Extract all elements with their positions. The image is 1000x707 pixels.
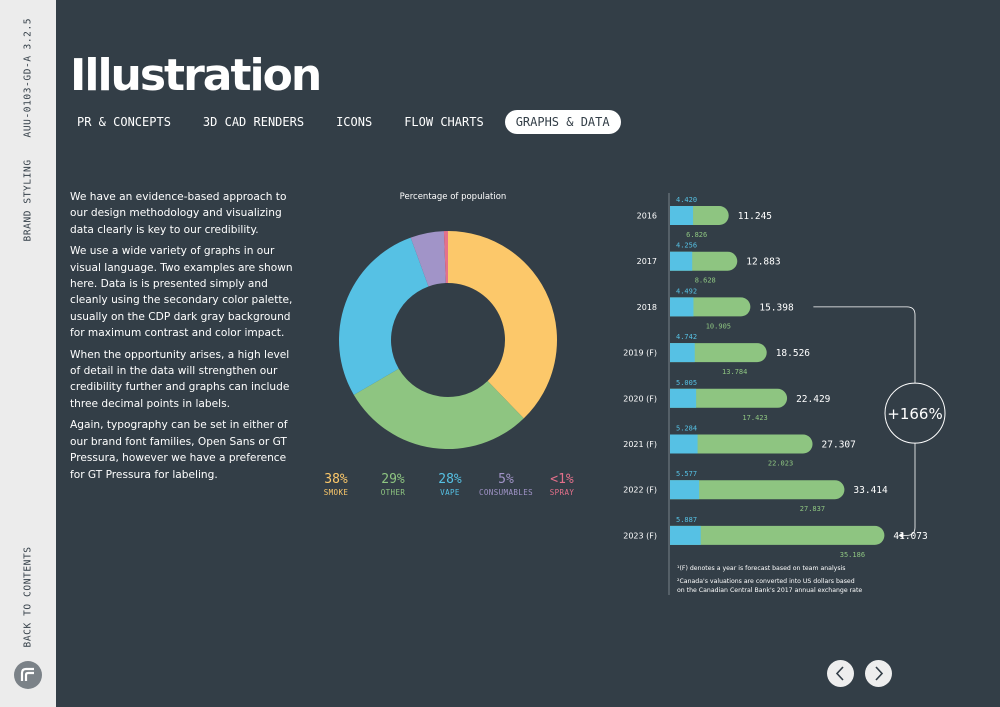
body-copy: We have an evidence-based approach to ou… xyxy=(70,189,302,488)
legend-value: <1% xyxy=(550,472,574,487)
donut-slice-spray xyxy=(443,231,448,284)
tab-flow-charts[interactable]: FLOW CHARTS xyxy=(404,115,484,129)
tab-icons[interactable]: ICONS xyxy=(336,115,373,129)
version-number: 3.2.5 xyxy=(22,17,34,50)
category-label: 2017 xyxy=(637,257,657,266)
bar-segment-blue xyxy=(670,251,693,271)
bar-label-blue: 4.742 xyxy=(676,333,697,341)
tab-graphs-data[interactable]: GRAPHS & DATA xyxy=(504,110,621,134)
section-label: BRAND STYLING xyxy=(22,159,34,242)
legend-item-spray: <1% SPRAY xyxy=(544,472,580,497)
legend-label: OTHER xyxy=(380,488,406,497)
bar-label-green: 10.905 xyxy=(706,322,731,330)
bar-total-label: 22.429 xyxy=(796,394,831,405)
back-to-contents-link[interactable]: BACK TO CONTENTS xyxy=(22,546,34,648)
bar-segment-blue xyxy=(670,525,701,545)
footnote: ²Canada's valuations are converted into … xyxy=(677,577,855,585)
paragraph: When the opportunity arises, a high leve… xyxy=(70,348,290,410)
bar-segment-green xyxy=(670,480,845,500)
category-label: 2019 (F) xyxy=(623,349,657,358)
chart-notes: ¹(F) denotes a year is forecast based on… xyxy=(677,564,862,596)
bar-total-label: 41.073 xyxy=(893,531,927,542)
bar-segment-blue xyxy=(670,297,694,317)
bar-segment-blue xyxy=(670,206,694,225)
bar-total-label: 33.414 xyxy=(853,485,888,496)
legend-item-other: 29% OTHER xyxy=(374,472,412,497)
category-label: 2020 (F) xyxy=(623,394,657,403)
legend-value: 28% xyxy=(438,472,462,487)
bar-segment-blue xyxy=(670,388,697,408)
bar-total-label: 11.245 xyxy=(738,211,772,222)
left-rail: 3.2.5 AUU-0103-GD-A BRAND STYLING BACK T… xyxy=(0,0,56,707)
donut-slice-vape xyxy=(339,237,429,395)
donut-chart xyxy=(339,231,557,449)
previous-page-button[interactable] xyxy=(827,660,854,687)
bar-segment-green xyxy=(670,388,788,408)
category-label: 2023 (F) xyxy=(623,531,657,540)
bar-label-green: 17.423 xyxy=(742,414,767,422)
bar-label-blue: 5.577 xyxy=(676,470,697,478)
bar-segment-blue xyxy=(670,434,698,454)
category-label: 2018 xyxy=(637,303,657,312)
donut-slice-other xyxy=(353,368,524,449)
paragraph: We use a wide variety of graphs in our v… xyxy=(70,245,293,340)
bar-total-label: 18.526 xyxy=(776,348,811,359)
bar-label-green: 13.784 xyxy=(722,368,747,376)
page-title: Illustration xyxy=(70,50,322,101)
bar-label-green: 35.186 xyxy=(840,551,865,559)
next-page-button[interactable] xyxy=(865,660,892,687)
bar-total-label: 15.398 xyxy=(759,302,794,313)
donut-slice-smoke xyxy=(448,231,557,419)
bar-label-green: 27.837 xyxy=(800,505,825,513)
footnote: ¹(F) denotes a year is forecast based on… xyxy=(677,565,846,572)
bar-label-blue: 4.256 xyxy=(676,242,697,250)
paragraph: Again, typography can be set in either o… xyxy=(70,419,288,481)
footnote: on the Canadian Central Bank's 2017 annu… xyxy=(677,587,863,594)
donut-slice-consumables xyxy=(410,231,446,287)
tab-bar: PR & CONCEPTS 3D CAD RENDERS ICONS FLOW … xyxy=(66,110,631,134)
bar-segment-green xyxy=(670,434,813,454)
bar-segment-blue xyxy=(670,480,700,500)
paragraph: We have an evidence-based approach to ou… xyxy=(70,191,287,236)
donut-chart-title: Percentage of population xyxy=(399,192,507,202)
legend-item-consumables: 5% CONSUMABLES xyxy=(474,472,538,497)
bar-label-blue: 5.005 xyxy=(676,379,697,387)
bar-total-label: 27.307 xyxy=(822,440,856,451)
bar-label-green: 6.826 xyxy=(686,231,707,239)
category-label: 2021 (F) xyxy=(623,440,657,449)
tab-3d-cad-renders[interactable]: 3D CAD RENDERS xyxy=(202,115,305,129)
bar-label-green: 8.628 xyxy=(695,277,716,285)
category-label: 2016 xyxy=(637,212,657,221)
growth-badge xyxy=(884,382,946,444)
legend-value: 38% xyxy=(324,472,348,487)
bar-label-blue: 4.492 xyxy=(676,287,697,295)
category-label: 2022 (F) xyxy=(623,486,657,495)
legend-label: VAPE xyxy=(440,488,460,497)
logo-icon[interactable] xyxy=(14,661,42,689)
bar-label-blue: 4.420 xyxy=(676,196,697,204)
bar-segment-green xyxy=(670,525,885,545)
arrow-icon xyxy=(898,532,904,539)
growth-annotation: +166% xyxy=(887,405,942,423)
stacked-bar-chart: 2016 4.420 6.826 11.245 2017 4.256 8.628 12.883… xyxy=(623,193,946,595)
chevron-left-icon xyxy=(835,666,844,681)
bar-label-blue: 5.284 xyxy=(676,425,697,433)
bar-label-blue: 5.887 xyxy=(676,516,697,524)
bar-label-green: 22.023 xyxy=(768,460,793,468)
legend-item-smoke: 38% SMOKE xyxy=(318,472,354,497)
bar-total-label: 12.883 xyxy=(746,257,780,268)
legend-label: CONSUMABLES xyxy=(478,488,534,497)
bar-segment-blue xyxy=(670,343,695,363)
tab-pr-concepts[interactable]: PR & CONCEPTS xyxy=(77,115,171,129)
legend-label: SPRAY xyxy=(549,488,575,497)
legend-item-vape: 28% VAPE xyxy=(432,472,468,497)
legend-value: 5% xyxy=(498,472,514,487)
document-code: AUU-0103-GD-A xyxy=(22,55,34,138)
chevron-right-icon xyxy=(875,666,884,681)
legend-label: SMOKE xyxy=(323,488,349,497)
legend-value: 29% xyxy=(381,472,405,487)
